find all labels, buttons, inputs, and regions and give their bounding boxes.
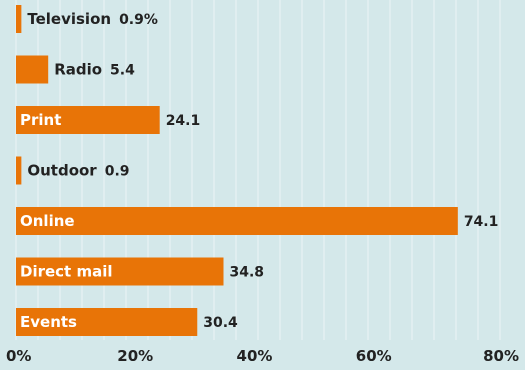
category-label: Online	[20, 212, 75, 230]
x-tick-label: 0%	[6, 347, 31, 365]
data-label: 74.1	[464, 214, 499, 230]
data-label: 30.4	[203, 315, 238, 331]
category-label: Radio	[54, 61, 102, 79]
bars-group: Television 0.9% Radio 5.4 Print 24.1 Outdoor 0.…	[16, 5, 498, 336]
bar	[16, 257, 224, 286]
category-label: Direct mail	[20, 263, 112, 281]
data-label: 0.9	[105, 164, 130, 180]
bar	[16, 207, 458, 235]
bar	[16, 156, 22, 185]
category-label: Television	[27, 10, 111, 28]
x-tick-label: 40%	[237, 347, 273, 365]
x-tick-label: 60%	[356, 347, 392, 365]
x-tick-label: 20%	[117, 347, 153, 365]
data-label: 0.9%	[119, 12, 158, 28]
data-label: 5.4	[110, 63, 135, 79]
category-label: Print	[20, 111, 61, 129]
bar	[16, 55, 49, 84]
category-label: Outdoor	[27, 162, 97, 180]
bar	[16, 106, 160, 134]
bar	[16, 308, 198, 336]
x-tick-label: 80%	[483, 347, 519, 365]
data-label: 34.8	[229, 265, 264, 281]
x-axis-ticks: 0% 20% 40% 60% 80%	[6, 347, 519, 365]
grid-lines	[15, 0, 501, 340]
data-label: 24.1	[166, 113, 201, 129]
bar	[16, 5, 22, 33]
category-label: Events	[20, 313, 77, 331]
